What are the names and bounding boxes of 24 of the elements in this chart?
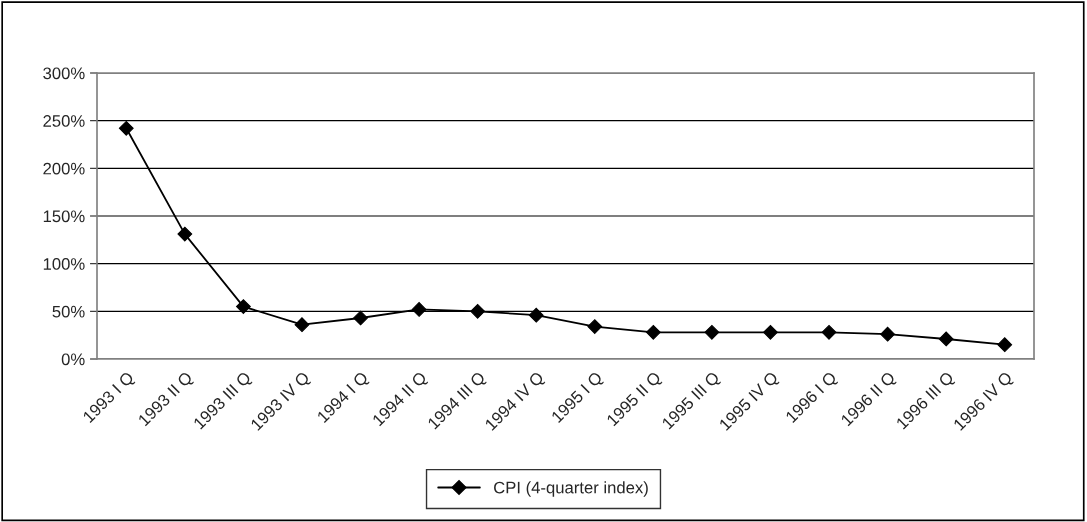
- y-tick-label: 100%: [43, 258, 85, 270]
- point: [294, 317, 310, 333]
- legend-label: CPI (4-quarter index): [494, 481, 648, 497]
- point: [645, 324, 661, 340]
- point: [236, 299, 251, 314]
- y-tick-label: 300%: [43, 67, 85, 80]
- point: [587, 319, 603, 334]
- point: [470, 303, 486, 319]
- y-tick-label: 150%: [43, 210, 85, 223]
- point: [411, 302, 427, 317]
- point: [997, 337, 1013, 353]
- point: [353, 310, 368, 326]
- point: [880, 326, 895, 342]
- point: [528, 307, 544, 323]
- point: [177, 226, 193, 242]
- point: [821, 324, 837, 340]
- point: [118, 120, 134, 136]
- y-tick-label: 200%: [43, 162, 85, 175]
- y-tick-label: 0%: [61, 353, 85, 366]
- point: [704, 324, 720, 340]
- point: [938, 331, 954, 347]
- y-tick-label: 250%: [43, 115, 85, 127]
- y-tick-label: 50%: [52, 305, 85, 318]
- point: [763, 324, 778, 340]
